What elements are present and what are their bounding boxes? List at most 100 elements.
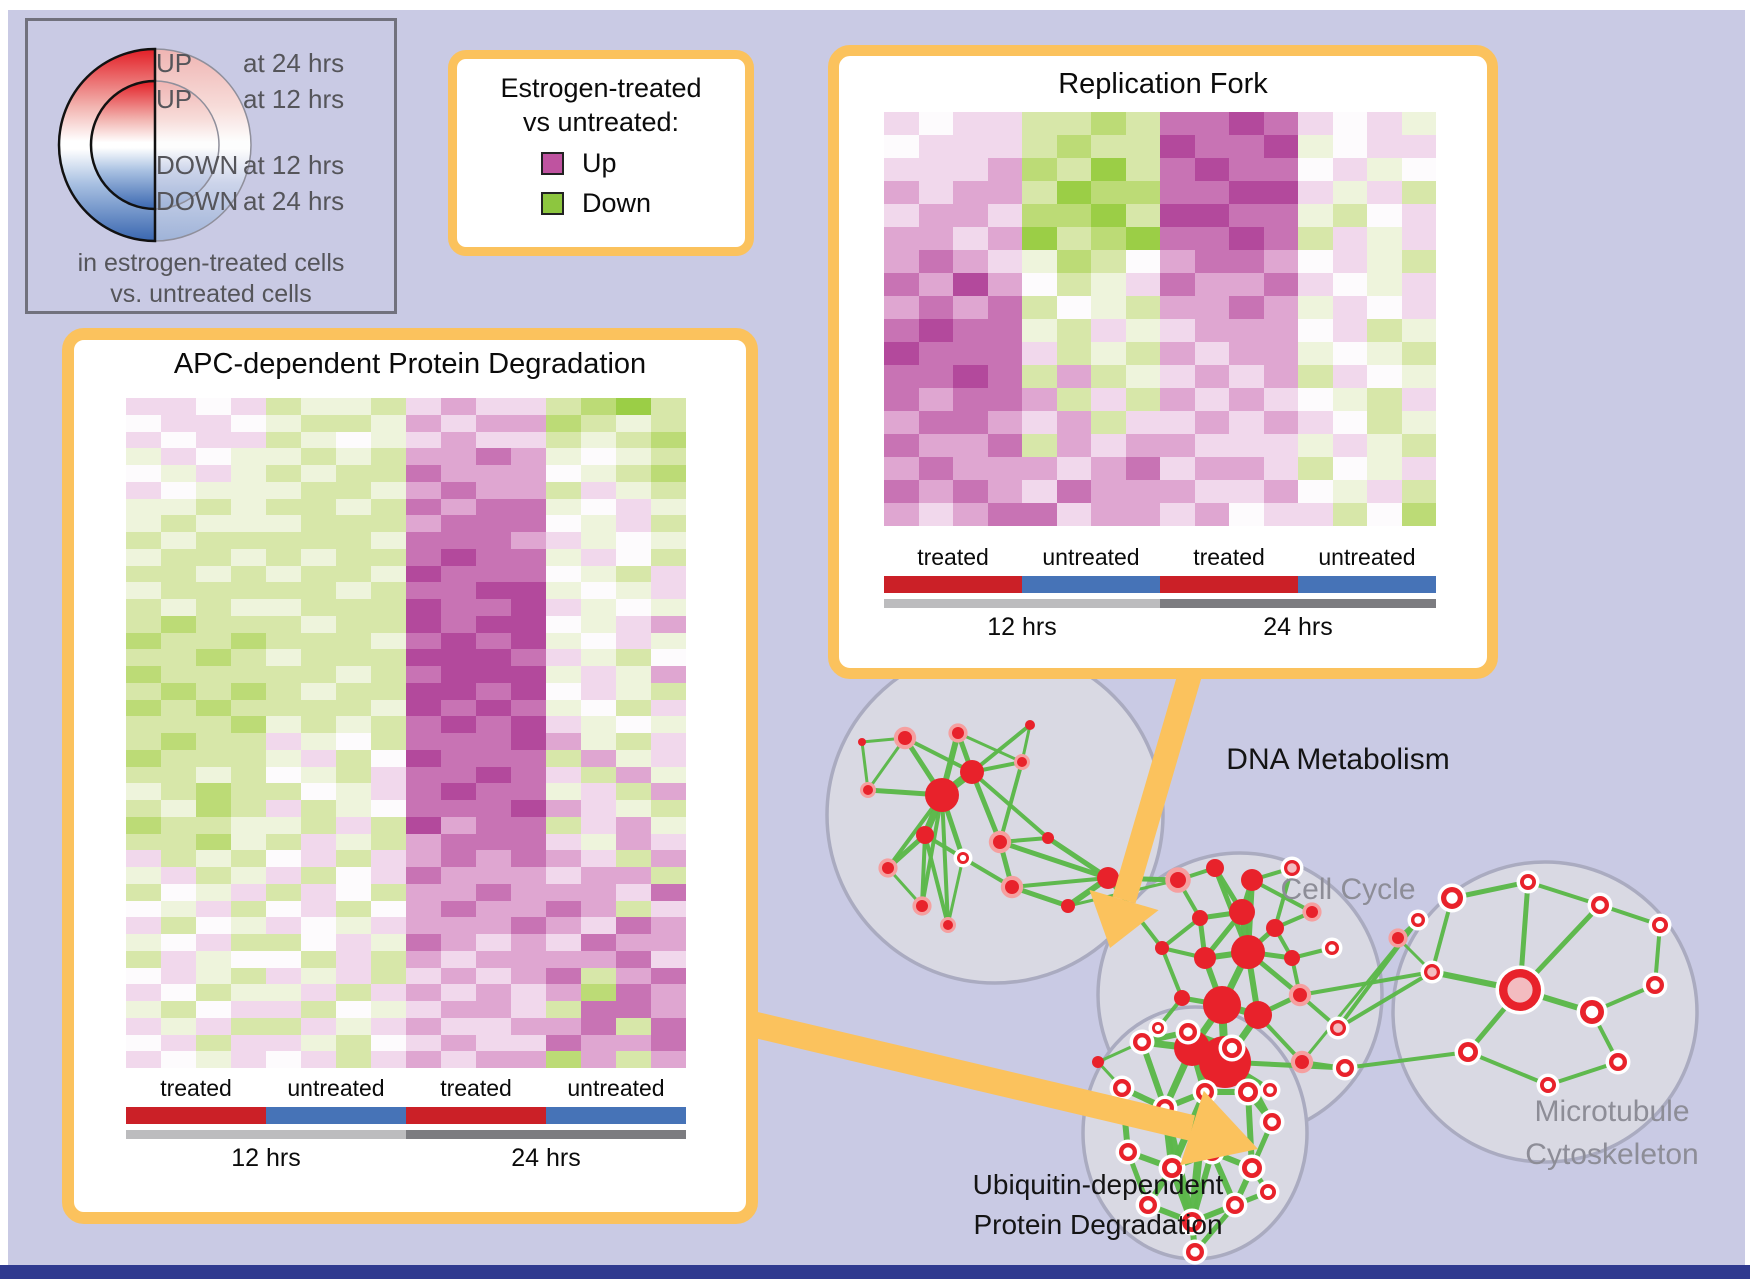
heatmap-cell: [301, 716, 336, 733]
heatmap-cell: [1263, 158, 1298, 181]
heatmap-cell: [511, 548, 546, 566]
network-edge: [1249, 1165, 1271, 1195]
network-node: [1226, 1196, 1244, 1214]
heatmap-cell: [266, 733, 301, 750]
heatmap-cell: [616, 498, 651, 516]
heatmap-cell: [1298, 135, 1333, 158]
network-edge: [938, 768, 976, 799]
heatmap-cell: [406, 1017, 441, 1035]
heatmap-cell: [1125, 411, 1160, 434]
heatmap-cell: [126, 565, 161, 583]
heatmap-cell: [406, 934, 441, 951]
node-white-center: [1207, 1147, 1217, 1157]
heatmap-cell: [546, 917, 581, 934]
network-edge: [1449, 879, 1531, 901]
heatmap-cell: [581, 699, 616, 717]
heatmap-cell: [126, 481, 161, 499]
heatmap-cell: [371, 481, 406, 499]
heatmap-cell: [1298, 365, 1333, 388]
heatmap-cell: [616, 548, 651, 566]
heatmap-cell: [1056, 457, 1091, 480]
heatmap-cell: [161, 883, 196, 901]
network-node: [916, 900, 928, 912]
heatmap-cell: [441, 733, 476, 750]
heatmap-cell: [987, 204, 1022, 227]
heatmap-cell: [616, 515, 651, 532]
heatmap-cell: [371, 532, 406, 549]
heatmap-cell: [546, 900, 581, 918]
heatmap-cell: [616, 582, 651, 599]
heatmap-cell: [196, 766, 231, 784]
heatmap-cell: [918, 296, 953, 319]
heatmap-cell: [336, 649, 371, 666]
heatmap-cell: [266, 532, 301, 549]
rf-time-labels: 12 hrs 24 hrs: [884, 613, 1436, 642]
heatmap-cell: [301, 934, 336, 951]
heatmap-cell: [918, 227, 953, 250]
heatmap-cell: [441, 414, 476, 432]
heatmap-cell: [126, 532, 161, 549]
heatmap-cell: [1332, 296, 1367, 319]
heatmap-cell: [1022, 411, 1057, 434]
heatmap-cell: [987, 411, 1022, 434]
heatmap-cell: [1332, 388, 1367, 411]
network-edge: [1598, 903, 1662, 927]
heatmap-cell: [266, 431, 301, 449]
heatmap-cell: [161, 582, 196, 599]
network-edge: [1546, 1060, 1620, 1087]
heatmap-cell: [266, 465, 301, 482]
heatmap-cell: [1332, 365, 1367, 388]
network-node: [1179, 1023, 1197, 1041]
heatmap-cell: [1401, 112, 1436, 135]
heatmap-cell: [546, 498, 581, 516]
heatmap-cell: [336, 917, 371, 934]
node-white-center: [1246, 1162, 1258, 1174]
heatmap-cell: [1332, 457, 1367, 480]
heatmap-cell: [231, 766, 266, 784]
heatmap-cell: [336, 716, 371, 733]
col-group-label: untreated: [567, 1075, 665, 1101]
heatmap-cell: [1056, 227, 1091, 250]
heatmap-cell: [1263, 457, 1298, 480]
heatmap-cell: [1194, 480, 1229, 503]
heatmap-cell: [126, 1001, 161, 1018]
network-edge: [1161, 1044, 1196, 1112]
heatmap-cell: [161, 565, 196, 583]
heatmap-cell: [301, 398, 336, 415]
heatmap-cell: [231, 398, 266, 415]
heatmap-cell: [1263, 434, 1298, 457]
heatmap-cell: [441, 867, 476, 884]
node-outer-rim: [1321, 937, 1343, 959]
heatmap-cell: [1298, 480, 1333, 503]
node-outer-rim: [1326, 1016, 1350, 1040]
network-edge: [1209, 1149, 1255, 1171]
network-node: [1192, 910, 1208, 926]
rf-heatmap: [884, 112, 1436, 526]
heatmap-cell: [266, 716, 301, 733]
heatmap-cell: [511, 448, 546, 465]
heatmap-cell: [476, 448, 511, 465]
heatmap-cell: [616, 917, 651, 934]
heatmap-cell: [1367, 204, 1402, 227]
node-outer-rim: [1642, 972, 1668, 998]
heatmap-cell: [476, 481, 511, 499]
heatmap-cell: [231, 850, 266, 867]
heatmap-cell: [371, 682, 406, 700]
network-edge: [1466, 1050, 1550, 1087]
heatmap-cell: [371, 431, 406, 449]
heatmap-cell: [987, 296, 1022, 319]
heatmap-cell: [476, 548, 511, 566]
heatmap-cell: [651, 883, 686, 901]
node-outer-rim: [1587, 892, 1613, 918]
node-halo: [1014, 754, 1030, 770]
heatmap-cell: [581, 632, 616, 650]
heatmap-cell: [581, 465, 616, 482]
heatmap-cell: [1022, 227, 1057, 250]
network-node: [1260, 1184, 1276, 1200]
heatmap-cell: [126, 850, 161, 867]
network-node: [1174, 1030, 1210, 1066]
heatmap-cell: [1298, 388, 1333, 411]
heatmap-cell: [161, 682, 196, 700]
heatmap-cell: [1367, 158, 1402, 181]
network-node: [1540, 1077, 1556, 1093]
